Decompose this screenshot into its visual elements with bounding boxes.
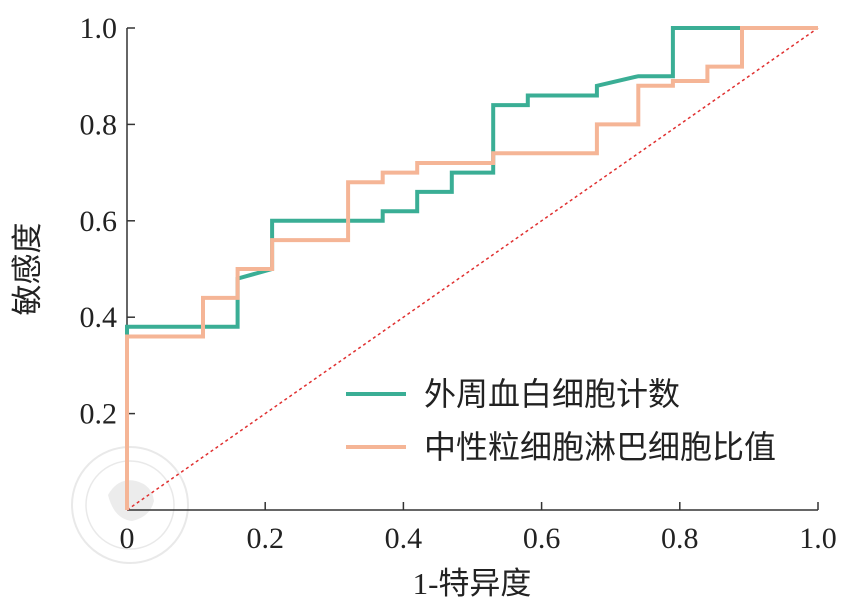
y-tick-label: 1.0 [80, 12, 118, 45]
x-tick-label: 0.2 [246, 522, 284, 555]
x-tick-label: 0.6 [523, 522, 561, 555]
y-tick-label: 0.4 [80, 301, 118, 334]
legend-label-wbc: 外周血白细胞计数 [424, 376, 680, 412]
x-tick-label: 0.8 [661, 522, 699, 555]
legend: 外周血白细胞计数 中性粒细胞淋巴细胞比值 [346, 376, 776, 465]
x-ticks: 0 0.2 0.4 0.6 0.8 1.0 [120, 502, 837, 555]
y-tick-label: 0.6 [80, 205, 118, 238]
x-tick-label: 1.0 [799, 522, 837, 555]
series-line-nlr [125, 26, 818, 510]
y-ticks: 0.2 0.4 0.6 0.8 1.0 [80, 12, 135, 431]
x-tick-label: 0.4 [385, 522, 423, 555]
x-tick-label: 0 [120, 522, 135, 555]
watermark-seal [71, 446, 189, 564]
y-axis-title: 敏感度 [10, 223, 45, 316]
series-line-wbc [125, 26, 818, 510]
y-tick-label: 0.2 [80, 398, 118, 431]
legend-label-nlr: 中性粒细胞淋巴细胞比值 [424, 429, 776, 465]
x-axis-title: 1-特异度 [413, 566, 532, 601]
reference-line [126, 27, 819, 511]
y-tick-label: 0.8 [80, 108, 118, 141]
